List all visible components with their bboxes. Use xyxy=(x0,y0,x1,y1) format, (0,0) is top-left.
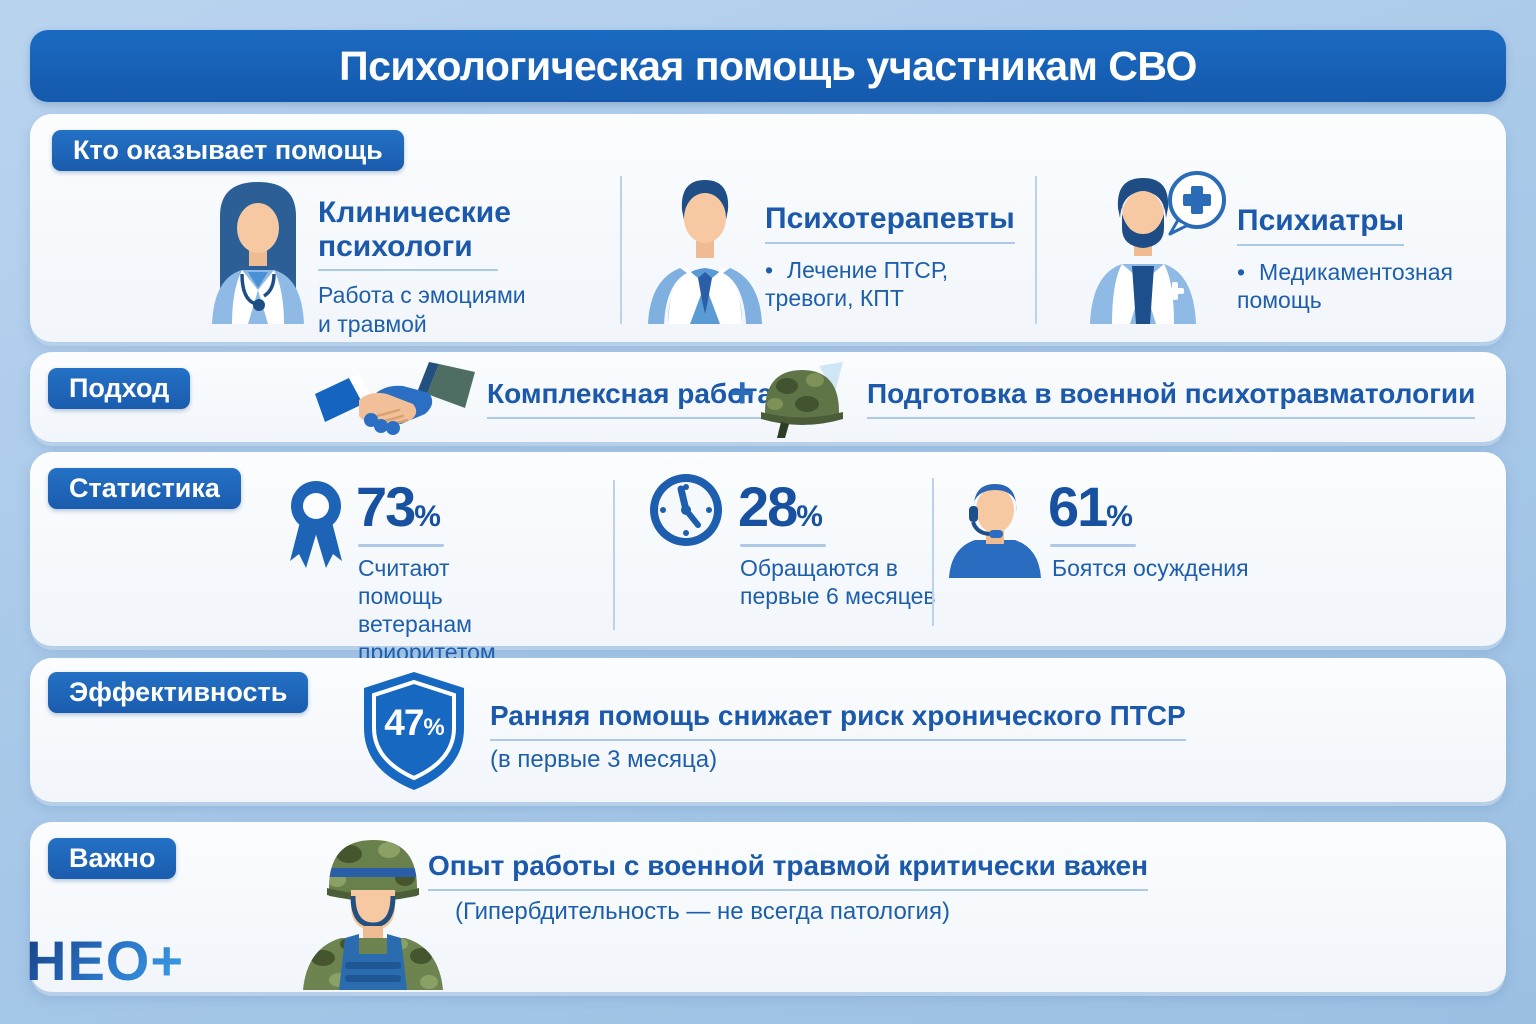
divider xyxy=(620,176,622,324)
header-banner: Психологическая помощь участникам СВО xyxy=(30,30,1506,102)
female-clinical-psychologist-avatar xyxy=(198,172,318,324)
specialist-2-title: Психотерапевты xyxy=(765,202,1015,244)
shield-icon: 47% xyxy=(356,668,472,794)
specialist-1-title: Клинические психологи xyxy=(318,196,511,272)
specialist-2-desc: • Лечение ПТСР, тревоги, КПТ xyxy=(765,256,949,312)
bullet-dot: • xyxy=(765,256,774,283)
section-badge-important: Важно xyxy=(48,838,177,879)
section-badge-effectiveness: Эффективность xyxy=(48,672,309,713)
section-badge-approach: Подход xyxy=(48,368,191,409)
specialist-3-title: Психиатры xyxy=(1237,204,1405,246)
divider xyxy=(932,478,934,626)
page-title: Психологическая помощь участникам СВО xyxy=(339,42,1197,89)
male-psychotherapist-avatar xyxy=(640,170,770,324)
neo-plus-logo: НЕО+ xyxy=(26,929,185,992)
section-badge-statistics: Статистика xyxy=(48,468,241,509)
divider xyxy=(1035,176,1037,324)
specialist-3-desc: • Медикаментозная помощь xyxy=(1237,258,1453,314)
divider xyxy=(613,480,615,630)
section-badge-who: Кто оказывает помощь xyxy=(52,130,404,171)
clock-icon xyxy=(648,472,724,548)
handshake-icon xyxy=(315,358,475,442)
important-subtitle: (Гипербдительность — не всегда патология… xyxy=(455,898,950,925)
plus-icon: + xyxy=(730,369,755,416)
stat-value-2: 28% xyxy=(738,475,823,538)
specialist-3-text: Психиатры • Медикаментозная помощь xyxy=(1237,204,1477,315)
effectiveness-title: Ранняя помощь снижает риск хронического … xyxy=(490,700,1186,741)
section-statistics: Статистика 73% Считают помощь ветеранам … xyxy=(30,452,1506,665)
specialist-1-desc: Работа с эмоциями и травмой xyxy=(318,282,526,337)
effectiveness-subtitle: (в первые 3 месяца) xyxy=(490,746,718,773)
important-title: Опыт работы с военной травмой критически… xyxy=(428,850,1149,891)
shield-value: 47% xyxy=(384,702,445,743)
approach-complex-work-label: Комплексная работа xyxy=(487,378,773,419)
stat-desc-1: Считают помощь ветеранам приоритетом xyxy=(358,555,496,666)
stat-value-1: 73% xyxy=(356,475,441,538)
stat-underline xyxy=(1050,544,1136,547)
section-important: Важно xyxy=(30,822,1506,992)
award-ribbon-icon xyxy=(285,478,347,574)
specialist-1-text: Клинические психологи Работа с эмоциями … xyxy=(318,196,526,339)
approach-training-label: Подготовка в военной психотравматологии xyxy=(867,378,1476,419)
bearded-psychiatrist-avatar-with-medical-cross-bubble xyxy=(1070,166,1230,324)
stat-underline xyxy=(358,544,444,547)
section-approach: Подход Комплексная работа + xyxy=(30,352,1506,442)
section-effectiveness: Эффективность 47% Ранняя помощь снижает … xyxy=(30,658,1506,802)
soldier-avatar xyxy=(293,826,455,990)
stat-desc-2: Обращаются в первые 6 месяцев xyxy=(740,555,936,610)
stat-underline xyxy=(740,544,826,547)
stat-desc-3: Боятся осуждения xyxy=(1052,555,1249,581)
support-operator-icon xyxy=(945,476,1045,578)
specialist-2-text: Психотерапевты • Лечение ПТСР, тревоги, К… xyxy=(765,202,1015,313)
bullet-dot: • xyxy=(1237,258,1246,285)
stat-value-3: 61% xyxy=(1048,475,1133,538)
section-who-provides-help: Кто оказывает помощь Клинические психоло… xyxy=(30,114,1506,342)
military-helmet-icon xyxy=(757,360,849,440)
